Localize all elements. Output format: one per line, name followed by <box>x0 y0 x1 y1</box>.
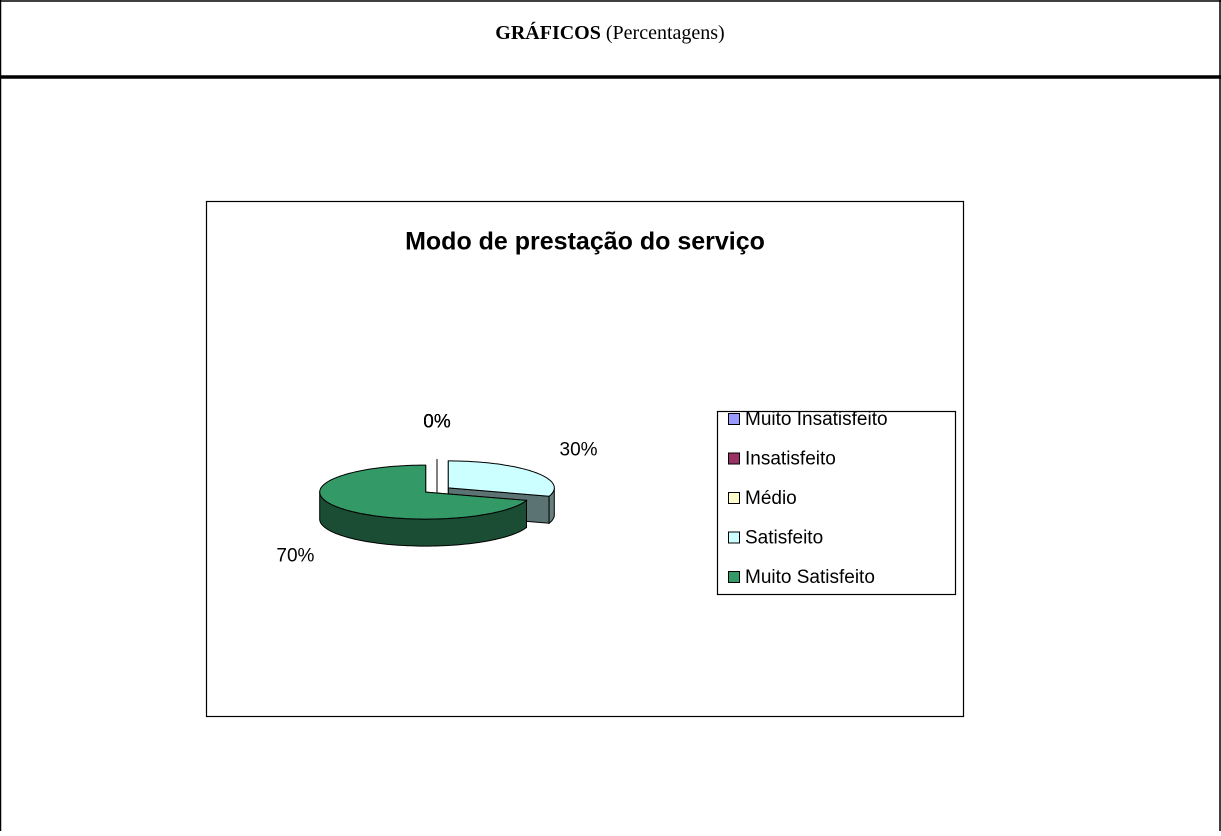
data-label: 30% <box>560 439 598 460</box>
legend-swatch <box>728 413 740 425</box>
legend-swatch <box>728 452 740 465</box>
header-bold: GRÁFICOS <box>495 21 601 44</box>
header-rest: (Percentagens) <box>606 22 725 44</box>
legend-label: Muito Satisfeito <box>745 567 875 588</box>
legend-swatch <box>728 531 740 544</box>
legend-label: Muito Insatisfeito <box>745 409 888 430</box>
data-label: 70% <box>276 546 314 567</box>
legend <box>716 410 957 596</box>
pie-slice <box>319 464 528 547</box>
data-label: 0% <box>423 411 451 432</box>
pie <box>319 459 555 547</box>
slice-top <box>447 460 555 497</box>
legend-label: Médio <box>745 488 797 509</box>
chart-title: Modo de prestação do serviço <box>405 228 765 256</box>
legend-swatch <box>728 571 740 583</box>
data-label: 0% <box>423 411 451 432</box>
legend-swatch <box>728 492 740 504</box>
data-label: 0% <box>423 411 451 432</box>
slice-top <box>319 464 528 520</box>
legend-label: Insatisfeito <box>745 449 836 470</box>
legend-label: Satisfeito <box>745 528 823 549</box>
header-title: GRÁFICOS (Percentagens) <box>495 21 724 44</box>
